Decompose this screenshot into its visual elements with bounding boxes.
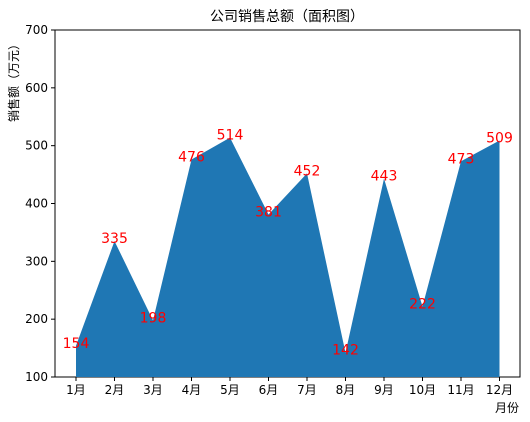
data-labels: 154 335 198 476 514 381 452 142 443 222 473 509 xyxy=(63,128,513,359)
y-tick-label: 600 xyxy=(25,81,48,95)
x-axis-label: 月份 xyxy=(495,401,519,415)
x-tick-label: 6月 xyxy=(259,383,279,397)
x-tick-label: 5月 xyxy=(220,383,240,397)
data-label: 154 xyxy=(63,336,90,352)
y-axis-label: 销售额（万元） xyxy=(6,38,21,122)
y-tick-label: 300 xyxy=(25,254,48,268)
x-tick-label: 8月 xyxy=(336,383,356,397)
data-label: 514 xyxy=(217,128,244,144)
y-axis: 100 200 300 400 500 600 700 xyxy=(25,23,55,384)
data-label: 142 xyxy=(332,343,359,359)
x-tick-label: 11月 xyxy=(447,383,474,397)
data-label: 443 xyxy=(371,169,398,185)
x-tick-label: 10月 xyxy=(409,383,436,397)
data-label: 381 xyxy=(255,204,282,220)
x-axis: 1月 2月 3月 4月 5月 6月 7月 8月 9月 10月 11月 12月 xyxy=(66,377,513,397)
y-tick-label: 400 xyxy=(25,197,48,211)
x-tick-label: 1月 xyxy=(66,383,86,397)
data-label: 473 xyxy=(448,151,475,167)
x-tick-label: 3月 xyxy=(143,383,163,397)
x-tick-label: 12月 xyxy=(486,383,513,397)
y-tick-label: 100 xyxy=(25,370,48,384)
area-layer xyxy=(76,137,500,377)
data-label: 452 xyxy=(294,163,321,179)
y-tick-label: 200 xyxy=(25,312,48,326)
y-tick-label: 500 xyxy=(25,139,48,153)
sales-area xyxy=(76,137,500,377)
data-label: 509 xyxy=(486,130,513,146)
data-label: 222 xyxy=(409,296,436,312)
x-tick-label: 4月 xyxy=(182,383,202,397)
x-tick-label: 9月 xyxy=(374,383,394,397)
data-label: 198 xyxy=(140,310,167,326)
x-tick-label: 2月 xyxy=(105,383,125,397)
y-tick-label: 700 xyxy=(25,23,48,37)
data-label: 335 xyxy=(101,231,128,247)
data-label: 476 xyxy=(178,150,205,166)
chart-title: 公司销售总额（面积图） xyxy=(210,9,364,25)
x-tick-label: 7月 xyxy=(297,383,317,397)
